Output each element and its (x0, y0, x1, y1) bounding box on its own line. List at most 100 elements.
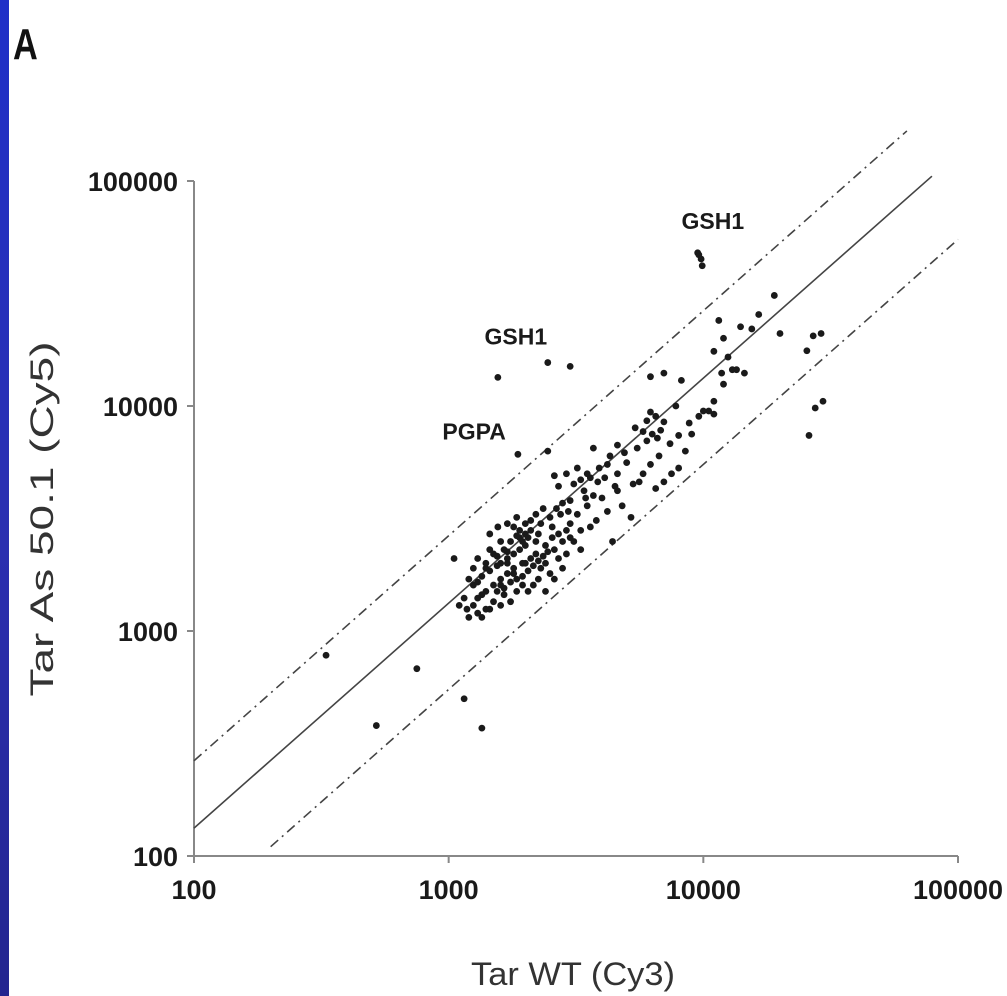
data-point (652, 412, 660, 420)
data-point (770, 292, 778, 299)
data-point (643, 437, 651, 445)
data-point (710, 410, 718, 418)
data-point (486, 567, 494, 575)
data-point (566, 520, 574, 528)
data-point (699, 407, 707, 415)
data-point (548, 523, 556, 531)
data-point (660, 418, 668, 426)
data-point (559, 499, 566, 507)
annotation-label: PGPA (442, 418, 505, 444)
data-point (710, 397, 718, 405)
data-point (720, 334, 727, 342)
data-point (577, 476, 585, 484)
data-point (555, 482, 562, 490)
x-tick-label: 100000 (913, 875, 1003, 905)
data-point (573, 464, 581, 472)
data-point (688, 430, 696, 438)
data-points (322, 249, 827, 732)
data-point (503, 548, 511, 556)
data-point (519, 581, 526, 589)
data-point (809, 332, 817, 340)
data-point (657, 426, 665, 434)
data-point (559, 538, 566, 545)
data-point (534, 530, 542, 538)
data-point (516, 546, 524, 554)
data-point (589, 492, 597, 499)
data-point (748, 325, 756, 333)
data-point (718, 369, 726, 377)
data-point (653, 434, 661, 442)
data-point (463, 605, 471, 613)
annotation-label: GSH1 (681, 208, 744, 234)
data-point (559, 564, 566, 572)
data-point (694, 249, 702, 257)
data-point (527, 517, 535, 524)
data-point (544, 548, 552, 556)
data-point (478, 591, 486, 599)
data-point (697, 255, 705, 263)
data-point (557, 510, 564, 518)
data-point (720, 380, 727, 388)
data-point (586, 523, 594, 531)
data-point (537, 520, 545, 528)
data-point (537, 564, 545, 572)
x-tick-label: 10000 (666, 875, 741, 905)
left-accent-bar (0, 0, 9, 996)
data-point (577, 526, 585, 534)
data-point (546, 513, 554, 521)
data-point (478, 724, 486, 732)
data-point (583, 502, 591, 510)
data-point (681, 447, 689, 455)
data-point (494, 523, 502, 531)
data-point (465, 613, 473, 621)
data-point (724, 353, 732, 361)
data-point (550, 575, 558, 583)
data-point (529, 562, 537, 570)
data-point (524, 534, 532, 542)
data-point (544, 359, 552, 366)
data-point (695, 412, 703, 420)
x-axis-label: Tar WT (Cy3) (471, 956, 675, 992)
data-point (629, 480, 637, 488)
data-point (594, 478, 602, 486)
data-point (510, 564, 518, 572)
data-point (503, 520, 511, 528)
data-point (510, 523, 518, 531)
data-point (486, 530, 494, 538)
data-point (550, 472, 558, 480)
data-point (555, 530, 562, 538)
data-point (519, 572, 526, 580)
data-point (507, 578, 514, 586)
data-point (532, 510, 540, 518)
data-point (500, 591, 508, 599)
tick-labels: 100 1000 10000 100000 100 1000 10000 100000 (88, 167, 1003, 905)
data-point (647, 461, 654, 468)
data-point (372, 722, 380, 729)
panel-label: A (13, 20, 38, 69)
data-point (592, 517, 600, 524)
data-point (733, 366, 740, 374)
data-point (486, 605, 494, 613)
data-point (521, 559, 529, 567)
data-point (698, 262, 706, 270)
data-point (776, 330, 784, 337)
data-point (598, 494, 606, 502)
data-point (494, 374, 502, 381)
data-point (666, 440, 674, 448)
data-point (516, 526, 524, 534)
x-tick-label: 100 (171, 875, 216, 905)
data-point (490, 581, 497, 589)
data-point (675, 464, 683, 472)
data-point (660, 478, 668, 486)
data-point (478, 613, 486, 621)
data-point (527, 526, 535, 534)
data-point (573, 510, 581, 518)
data-point (627, 513, 635, 521)
data-point (497, 601, 505, 609)
data-point (521, 520, 529, 528)
data-point (555, 555, 562, 562)
data-point (548, 534, 556, 542)
data-point (542, 542, 549, 549)
y-axis-label: Tar As 50.1 (Cy5) (24, 342, 60, 697)
